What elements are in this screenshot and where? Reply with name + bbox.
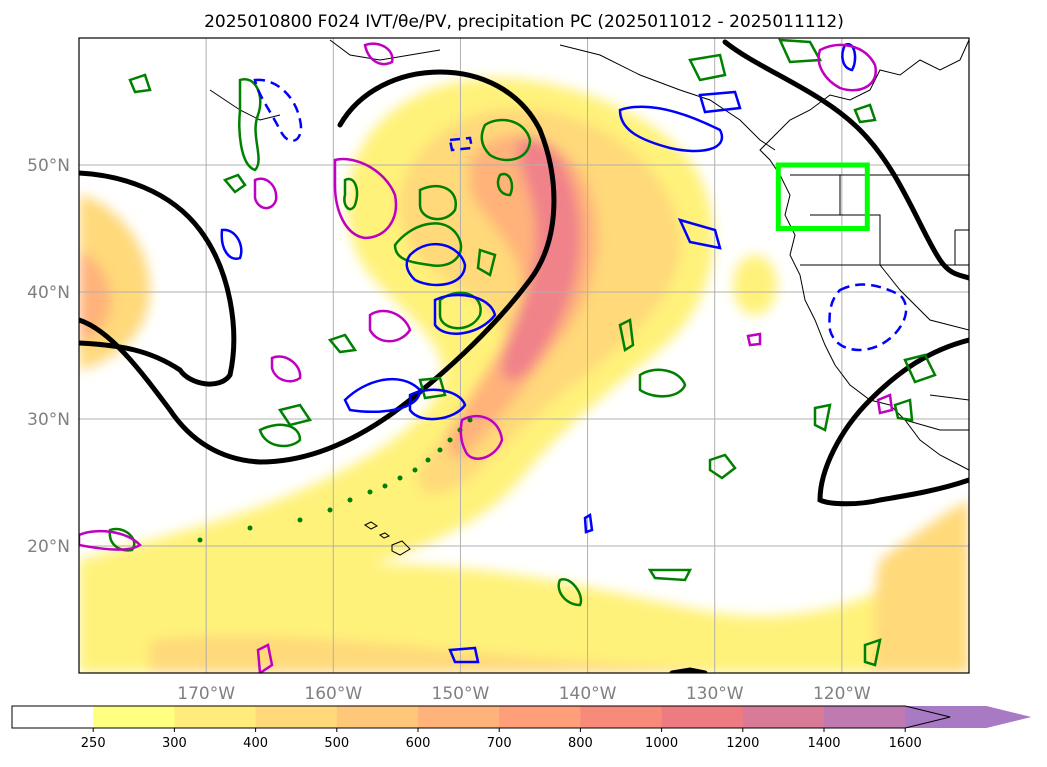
coastlines [209, 39, 969, 556]
colorbar-tick-label: 600 [406, 736, 431, 751]
map-frame [78, 37, 970, 674]
colorbar-outline [11, 705, 951, 729]
colorbar-under-segment [12, 706, 94, 728]
colorbar-segment [93, 706, 175, 728]
colorbar-tick-label: 1000 [645, 736, 678, 751]
lat-tick-label: 20°N [27, 537, 70, 557]
colorbar-segment [661, 706, 744, 728]
colorbar-segment [580, 706, 663, 728]
map-panel [79, 38, 969, 673]
colorbar-tick-labels: 250 300 400 500 600 700 800 1000 1200 1400 1600 [81, 728, 922, 751]
colorbar-tick-label: 500 [324, 736, 349, 751]
lat-tick-labels: 50°N 40°N 30°N 20°N [27, 156, 70, 557]
colorbar-tick-label: 300 [162, 736, 187, 751]
colorbar-segment [336, 706, 419, 728]
colorbar-tick-label: 1200 [726, 736, 759, 751]
colorbar [11, 705, 1032, 729]
precip-pc-contours [79, 42, 894, 673]
region-box [775, 162, 870, 231]
lon-tick-labels: 170°W 160°W 150°W 140°W 130°W 120°W [177, 684, 871, 704]
lon-tick-label: 150°W [432, 684, 490, 704]
colorbar-segment [255, 706, 338, 728]
colorbar-extend-arrow [905, 706, 1032, 728]
ivt-shading [79, 77, 969, 673]
colorbar-tick-label: 250 [81, 736, 106, 751]
lon-tick-label: 120°W [813, 684, 871, 704]
pv-contours [220, 43, 857, 664]
lon-tick-label: 140°W [559, 684, 617, 704]
map-title: 2025010800 F024 IVT/θe/PV, precipitation… [204, 12, 844, 32]
colorbar-segment [418, 706, 500, 728]
colorbar-tick-label: 400 [243, 736, 268, 751]
colorbar-segment [174, 706, 257, 728]
colorbar-tick-label: 700 [487, 736, 512, 751]
lat-tick-label: 50°N [27, 156, 70, 176]
ivt-contours [79, 39, 969, 673]
colorbar-segment [742, 706, 825, 728]
lon-tick-label: 130°W [686, 684, 744, 704]
colorbar-tick-label: 1600 [889, 736, 922, 751]
theta-e-contours [108, 38, 937, 667]
lat-tick-label: 40°N [27, 283, 70, 303]
lat-tick-label: 30°N [27, 410, 70, 430]
colorbar-segment [499, 706, 581, 728]
pv-negative-contours [253, 78, 908, 352]
colorbar-segment [824, 706, 906, 728]
colorbar-tick-label: 1400 [807, 736, 840, 751]
lon-tick-label: 170°W [177, 684, 235, 704]
colorbar-tick-label: 800 [568, 736, 593, 751]
lon-tick-label: 160°W [304, 684, 362, 704]
